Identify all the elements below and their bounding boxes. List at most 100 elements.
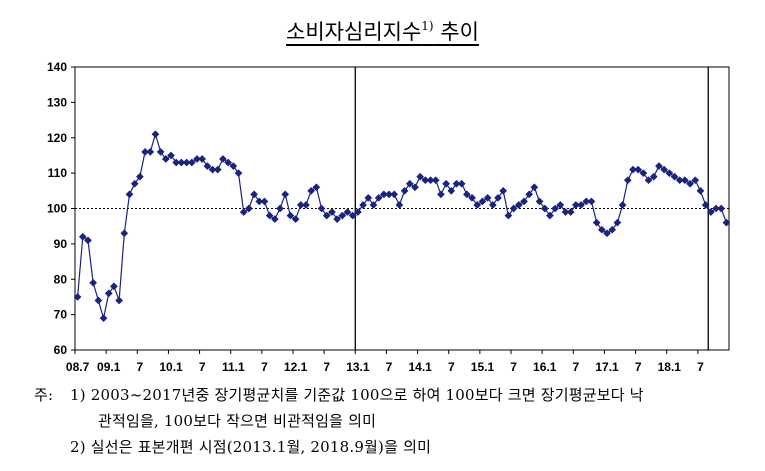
data-point <box>442 179 451 188</box>
data-point <box>504 211 513 220</box>
data-point <box>649 172 658 181</box>
data-point <box>265 211 274 220</box>
x-tick-label: 14.1 <box>408 360 432 374</box>
title-superscript: 1) <box>421 19 434 33</box>
data-point <box>545 211 554 220</box>
x-tick-label: 10.1 <box>159 360 183 374</box>
data-point <box>115 296 124 305</box>
data-point <box>436 190 445 199</box>
data-point <box>84 236 92 245</box>
data-point <box>603 229 611 238</box>
x-tick-label: 7 <box>448 360 455 374</box>
data-point <box>156 147 165 156</box>
data-point <box>551 204 560 213</box>
data-point <box>421 176 430 185</box>
data-point <box>187 158 196 167</box>
data-point <box>691 176 700 185</box>
data-point <box>260 197 269 206</box>
data-point <box>644 176 653 185</box>
data-point <box>701 201 710 209</box>
note-prefix: 주: <box>34 386 54 404</box>
data-point <box>390 190 399 199</box>
x-tick-label: 7 <box>137 360 144 374</box>
data-point <box>717 204 726 213</box>
data-point <box>670 172 679 181</box>
data-point <box>99 314 108 323</box>
data-point <box>395 201 404 209</box>
note-line-3: 2) 실선은 표본개편 시점(2013.1월, 2018.9월)을 의미 <box>70 438 432 456</box>
y-tick-label: 100 <box>47 202 67 216</box>
data-point <box>608 225 617 234</box>
data-point <box>680 176 689 185</box>
line-chart: 60 70 80 90 100 110 120 130 140 08.7 09.1 7 10.1 7 11.… <box>47 60 731 374</box>
data-point <box>302 201 310 209</box>
data-point <box>338 211 347 220</box>
data-point <box>540 204 549 213</box>
plot-frame <box>74 66 730 351</box>
data-point <box>177 158 186 167</box>
data-point <box>78 232 87 241</box>
data-point <box>654 162 663 171</box>
x-tick-label: 17.1 <box>595 360 619 374</box>
data-point <box>182 158 191 167</box>
x-tick-label: 7 <box>386 360 393 374</box>
data-point <box>89 278 98 287</box>
x-tick-label: 7 <box>510 360 517 374</box>
y-tick-label: 90 <box>54 237 68 251</box>
note-line-2: 관적임을, 100보다 작으면 비관적임을 의미 <box>98 412 377 430</box>
data-point <box>104 289 113 298</box>
x-tick-label: 12.1 <box>284 360 308 374</box>
data-point <box>478 197 487 206</box>
x-tick-label: 7 <box>261 360 268 374</box>
data-point <box>270 215 279 224</box>
data-point <box>213 165 222 174</box>
x-tick-label: 7 <box>199 360 206 374</box>
data-point <box>379 190 388 199</box>
data-point <box>473 201 482 209</box>
data-point <box>400 186 409 195</box>
data-point <box>571 201 580 209</box>
data-point <box>712 204 720 213</box>
y-tick-label: 120 <box>47 131 67 145</box>
x-tick-label: 08.7 <box>66 360 90 374</box>
x-tick-label: 7 <box>573 360 580 374</box>
data-point <box>94 296 103 305</box>
data-point <box>592 218 601 227</box>
data-point <box>141 147 150 156</box>
data-point <box>483 193 492 202</box>
data-point <box>660 165 669 174</box>
data-point <box>556 201 565 209</box>
x-tick-label: 18.1 <box>658 360 682 374</box>
data-point <box>665 169 674 178</box>
data-point <box>577 201 586 209</box>
data-point <box>629 165 637 174</box>
data-point <box>525 190 534 199</box>
data-point <box>488 201 497 209</box>
data-point <box>462 190 471 199</box>
data-point <box>582 197 591 206</box>
data-point <box>411 183 419 192</box>
data-point <box>431 176 440 185</box>
data-point <box>317 204 326 213</box>
data-point <box>109 282 118 291</box>
data-point <box>130 179 139 188</box>
data-point <box>499 186 508 195</box>
data-point <box>146 147 155 156</box>
data-point <box>675 176 684 185</box>
y-tick-label: 140 <box>47 60 67 74</box>
data-point <box>172 158 181 167</box>
note-line-1: 1) 2003~2017년중 장기평균치를 기준값 100으로 하여 100보다… <box>70 386 644 404</box>
y-tick-label: 80 <box>54 272 68 286</box>
y-tick-label: 110 <box>48 166 68 180</box>
data-point <box>286 211 295 220</box>
data-point <box>587 197 596 206</box>
x-tick-label: 09.1 <box>97 360 121 374</box>
data-point <box>374 193 383 202</box>
data-point <box>706 208 715 216</box>
data-point <box>530 183 539 192</box>
data-point <box>296 201 305 209</box>
data-point <box>120 229 129 238</box>
data-point <box>208 165 217 174</box>
data-point <box>229 162 238 171</box>
y-tick-label: 70 <box>54 308 68 322</box>
